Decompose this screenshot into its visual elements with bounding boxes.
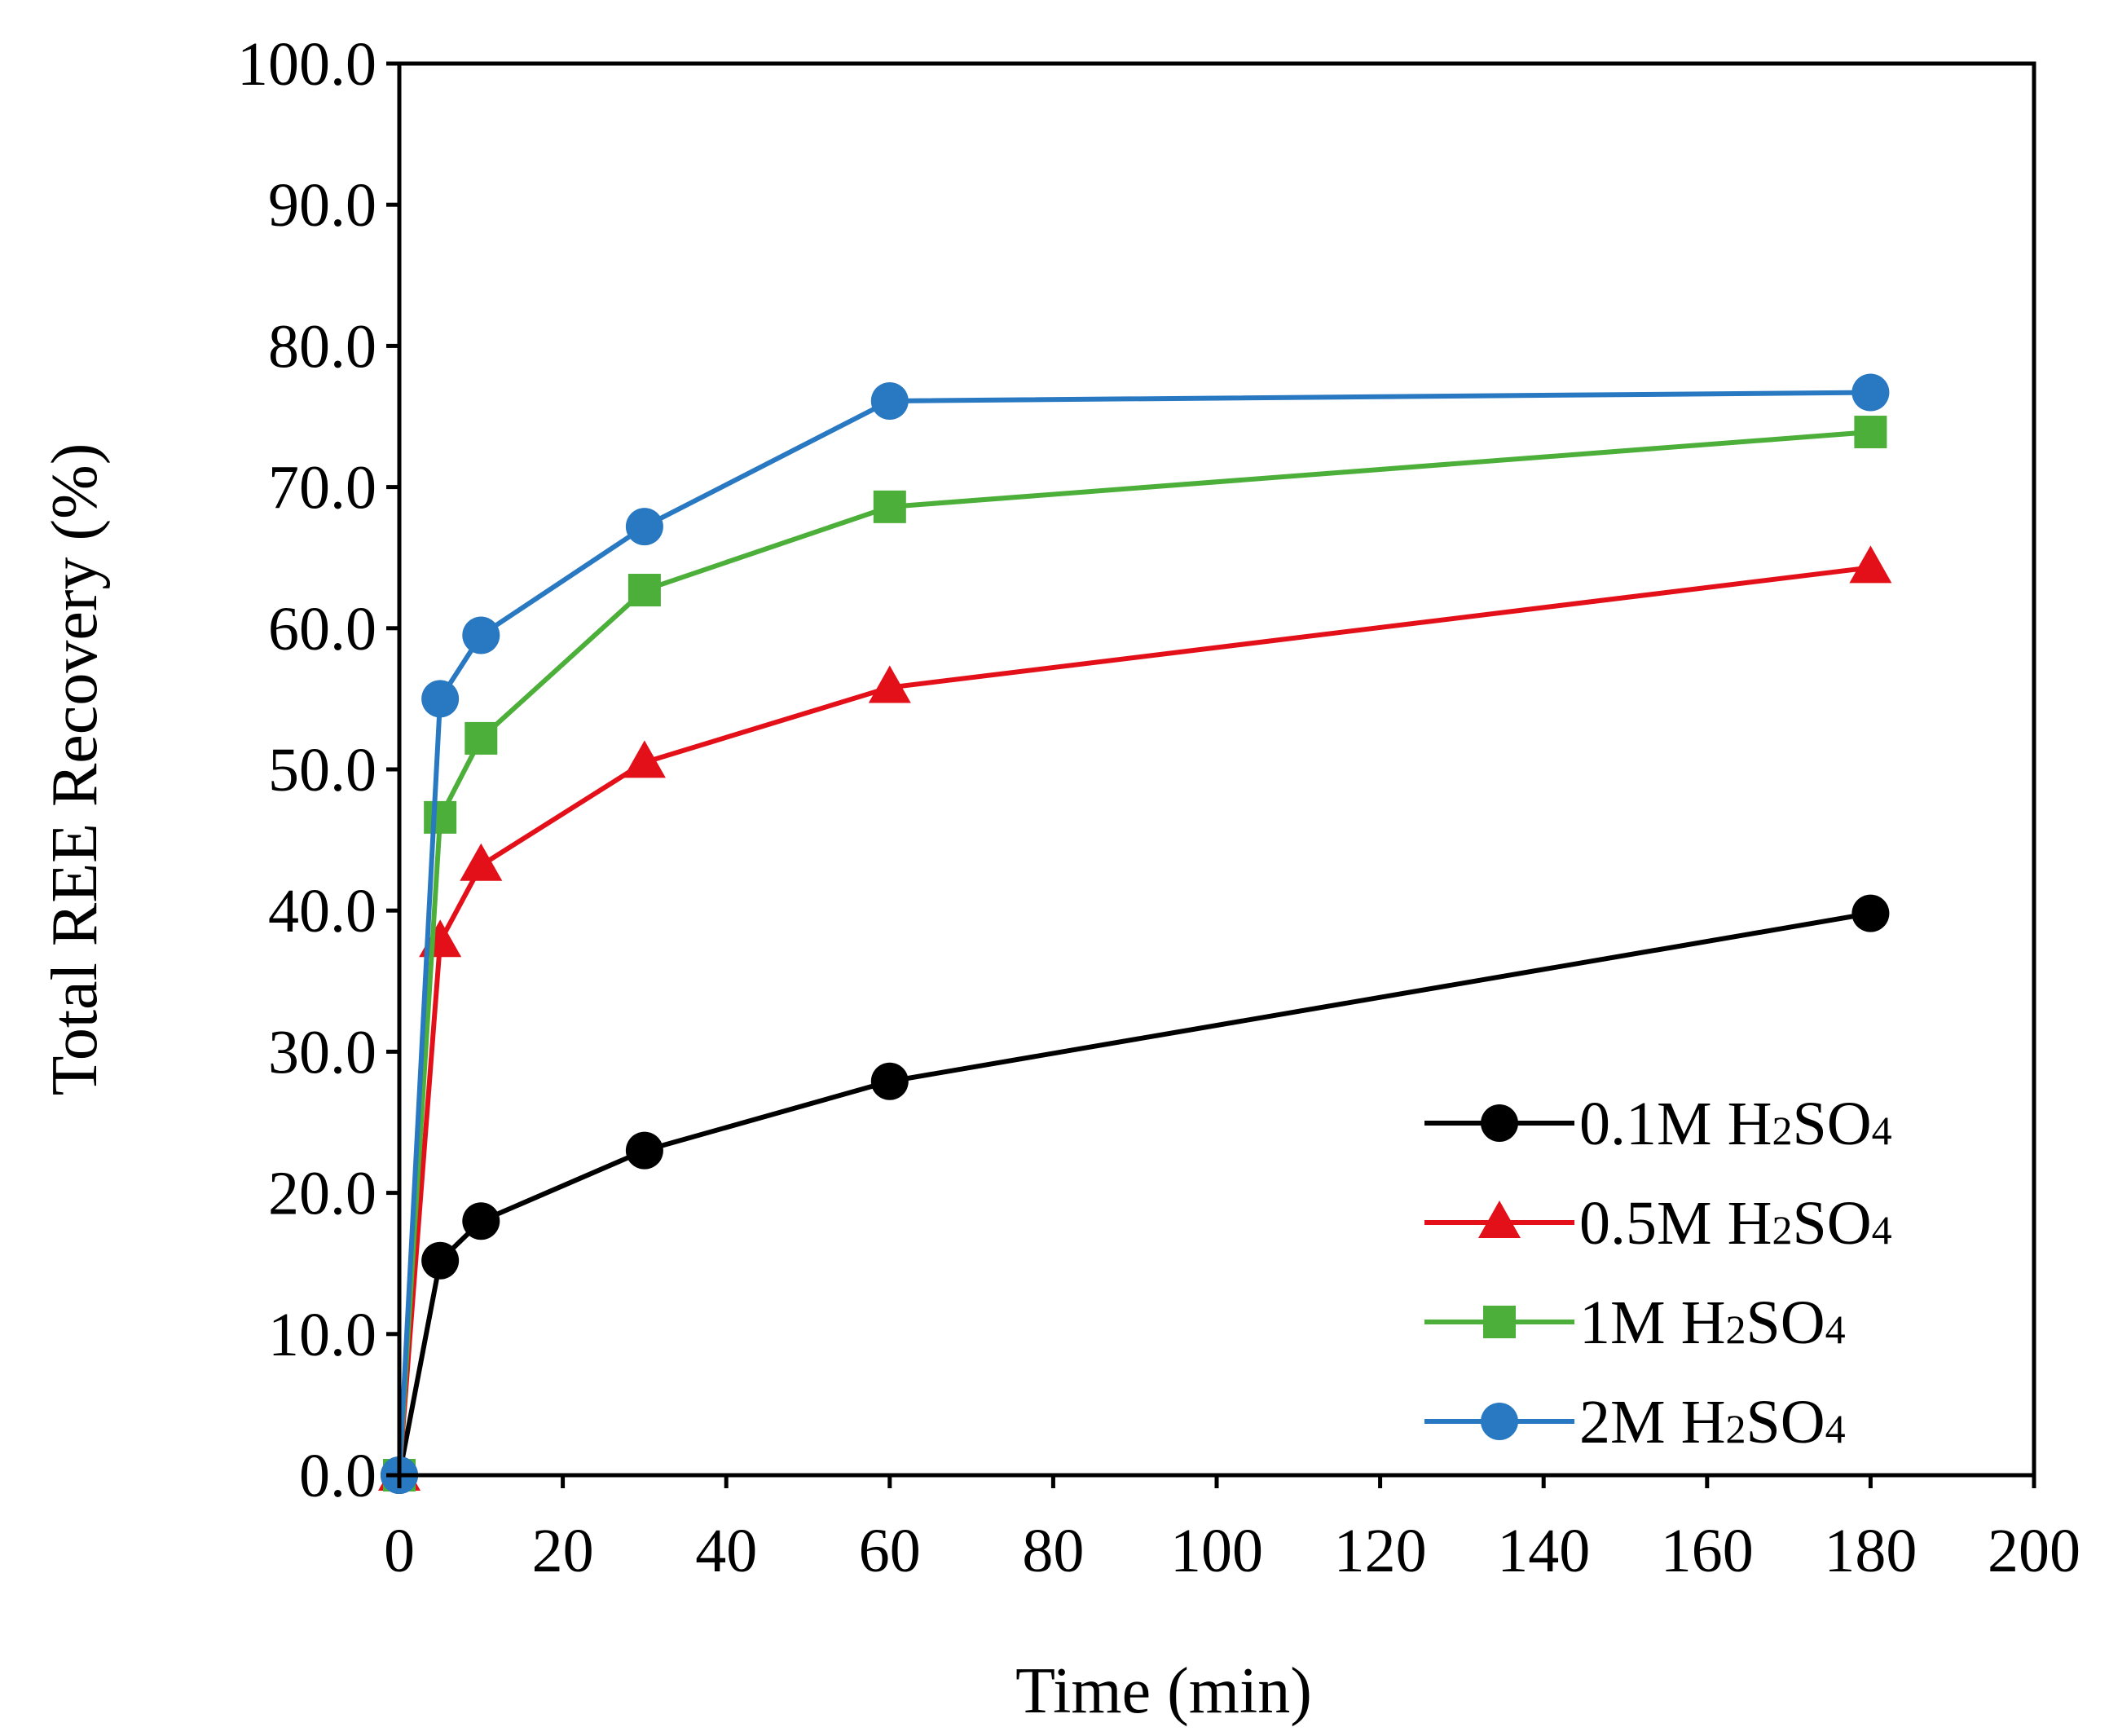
x-tick-label: 80 [1022,1517,1084,1585]
x-tick-label: 20 [532,1517,594,1585]
x-tick-label: 40 [695,1517,757,1585]
legend-marker [1481,1403,1518,1440]
legend-item: 0.1M H2SO4 [1424,1090,1892,1158]
data-point [623,740,666,778]
data-point [627,574,661,607]
data-point [873,490,906,523]
data-point [421,1241,460,1280]
data-point [1854,416,1887,449]
data-point [870,1062,909,1100]
legend-label: 1M H2SO4 [1579,1289,1846,1357]
y-tick-label: 20.0 [268,1160,376,1228]
legend-item: 1M H2SO4 [1424,1289,1846,1357]
series-line [397,430,1871,1476]
data-point [1849,545,1892,584]
y-tick-label: 10.0 [268,1301,376,1369]
x-tick-label: 60 [859,1517,921,1585]
y-tick-label: 30.0 [268,1018,376,1086]
x-tick-label: 180 [1824,1517,1917,1585]
legend-label: 0.1M H2SO4 [1579,1090,1892,1158]
data-point [424,800,457,834]
y-tick-label: 90.0 [268,171,376,240]
y-tick-label: 80.0 [268,312,376,381]
data-point [460,843,503,881]
series-line [397,910,1871,1476]
legend-marker [1481,1104,1518,1142]
legend-label: 2M H2SO4 [1579,1388,1846,1456]
data-point [868,665,911,703]
series-line [397,565,1871,1476]
x-tick-label: 100 [1170,1517,1263,1585]
data-point [870,381,909,420]
legend-marker [1483,1306,1516,1338]
data-point [625,508,663,546]
x-axis-title: Time (min) [1015,1655,1312,1727]
legend-marker [1478,1201,1521,1238]
legend: 0.1M H2SO4 0.5M H2SO4 1M H2SO4 2M H2SO4 [1424,1090,1892,1456]
data-point [465,721,498,755]
x-tick-label: 200 [1988,1517,2080,1585]
x-tick-label: 120 [1334,1517,1427,1585]
x-tick-label: 0 [384,1517,415,1585]
axes-ticks: 0.0 10.0 20.0 30.0 40.0 50.0 60.0 70.0 80.0 90.0 1… [237,30,2080,1585]
y-tick-label: 100.0 [237,30,376,99]
data-point [419,919,462,958]
legend-item: 2M H2SO4 [1424,1388,1846,1456]
y-tick-label: 70.0 [268,454,376,522]
legend-label: 0.5M H2SO4 [1579,1189,1892,1258]
legend-item: 0.5M H2SO4 [1424,1189,1892,1258]
data-layer [378,373,1892,1494]
data-point [421,680,460,718]
data-point [462,616,500,654]
data-point [1851,894,1890,932]
x-tick-label: 160 [1661,1517,1754,1585]
data-point [462,1202,500,1240]
x-tick-label: 140 [1497,1517,1590,1585]
data-point [1851,373,1890,412]
y-tick-label: 60.0 [268,595,376,663]
y-tick-label: 50.0 [268,736,376,804]
y-tick-label: 40.0 [268,877,376,945]
y-axis-title: Total REE Recovery (%) [39,443,111,1096]
data-point [625,1131,663,1170]
series-line [397,390,1871,1476]
y-tick-label: 0.0 [299,1442,376,1510]
